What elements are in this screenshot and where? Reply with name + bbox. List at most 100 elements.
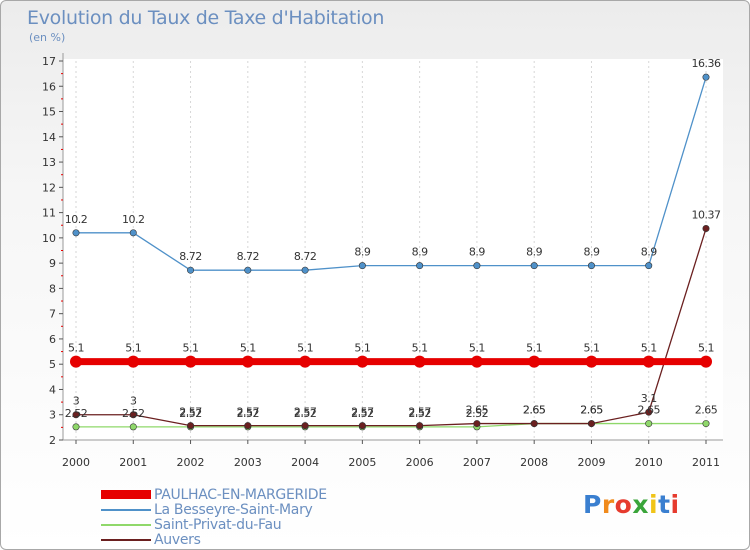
data-point: [301, 422, 309, 430]
data-point: [127, 355, 140, 368]
legend-swatch-auvers: [101, 539, 151, 541]
data-point: [413, 355, 426, 368]
data-label: 8.9: [583, 246, 599, 259]
x-tick-label: 2006: [406, 456, 434, 469]
data-label: 5.1: [297, 342, 313, 355]
data-label: 5.1: [412, 342, 428, 355]
data-point: [530, 420, 538, 428]
data-label: 8.9: [526, 246, 542, 259]
data-label: 8.9: [469, 246, 485, 259]
data-point: [642, 355, 655, 368]
y-tick-label: 5: [49, 358, 56, 371]
data-label: 2.65: [580, 404, 603, 417]
y-tick-label: 15: [42, 106, 56, 119]
data-label: 2.57: [408, 406, 431, 419]
data-label: 2.57: [294, 406, 317, 419]
data-label: 5.1: [354, 342, 370, 355]
logo-letter: i: [649, 490, 659, 519]
data-point: [356, 355, 369, 368]
y-tick-label: 8: [49, 282, 56, 295]
data-label: 10.37: [692, 209, 721, 222]
logo-letter: i: [670, 490, 680, 519]
data-point: [187, 422, 195, 430]
legend-swatch-la-besseyre: [101, 509, 151, 511]
data-point: [702, 225, 710, 233]
data-label: 2.65: [523, 404, 546, 417]
data-label: 5.1: [240, 342, 256, 355]
data-point: [184, 355, 197, 368]
legend-label: Auvers: [154, 532, 201, 548]
legend-label: La Besseyre-Saint-Mary: [154, 502, 313, 518]
x-tick-label: 2011: [692, 456, 720, 469]
data-label: 8.9: [354, 246, 370, 259]
data-label: 2.52: [122, 407, 145, 420]
series-line-saint-privat: [76, 422, 706, 428]
y-tick-label: 11: [42, 207, 56, 220]
data-point: [528, 355, 541, 368]
data-point: [585, 355, 598, 368]
data-point: [129, 411, 137, 419]
data-point: [702, 73, 710, 81]
data-label: 8.9: [412, 246, 428, 259]
data-point: [358, 422, 366, 430]
data-label: 2.57: [237, 406, 260, 419]
data-label: 2.52: [294, 407, 317, 420]
data-label: 10.2: [122, 213, 145, 226]
data-point: [470, 355, 483, 368]
y-tick-label: 14: [42, 131, 56, 144]
data-label: 2.52: [237, 407, 260, 420]
data-point: [645, 420, 653, 428]
logo-letter: x: [632, 490, 649, 519]
data-point: [587, 420, 595, 428]
y-tick-label: 10: [42, 232, 56, 245]
data-label: 16.36: [692, 57, 721, 70]
data-label: 5.1: [641, 342, 657, 355]
data-point: [244, 422, 252, 430]
x-tick-label: 2002: [177, 456, 205, 469]
data-label: 2.52: [351, 407, 374, 420]
data-point: [129, 423, 137, 431]
data-label: 2.57: [351, 406, 374, 419]
x-tick-label: 2003: [234, 456, 262, 469]
data-point: [244, 266, 252, 274]
data-point: [700, 355, 712, 368]
logo-letter: P: [583, 490, 602, 519]
data-label: 2.65: [580, 404, 603, 417]
y-tick-label: 17: [42, 55, 56, 68]
data-label: 5.1: [469, 342, 485, 355]
proxiti-logo: Proxiti: [583, 490, 680, 519]
legend-swatch-paulhac: [101, 490, 151, 499]
legend-swatch-saint-privat: [101, 524, 151, 526]
data-point: [299, 355, 312, 368]
y-tick-label: 4: [49, 383, 56, 396]
data-label: 5.1: [698, 342, 714, 355]
data-label: 8.9: [641, 246, 657, 259]
x-tick-label: 2000: [62, 456, 90, 469]
y-tick-label: 13: [42, 156, 56, 169]
data-label: 3.1: [641, 392, 657, 405]
y-tick-label: 12: [42, 181, 56, 194]
logo-letter: r: [601, 490, 615, 519]
series-line-la-besseyre: [76, 76, 707, 271]
data-label: 2.65: [637, 404, 660, 417]
legend-label: Saint-Privat-du-Fau: [154, 517, 282, 533]
data-label: 5.1: [125, 342, 141, 355]
plot-area: [63, 59, 723, 440]
data-point: [645, 262, 653, 270]
data-label: 2.65: [466, 404, 489, 417]
data-label: 2.65: [695, 404, 718, 417]
data-label: 2.52: [179, 407, 202, 420]
chart-title: Evolution du Taux de Taxe d'Habitation: [27, 7, 385, 29]
data-point: [72, 423, 80, 431]
data-point: [530, 262, 538, 270]
y-tick-label: 16: [42, 80, 56, 93]
data-label: 2.65: [523, 404, 546, 417]
x-tick-label: 2009: [577, 456, 605, 469]
data-point: [416, 262, 424, 270]
data-point: [70, 355, 82, 368]
x-tick-label: 2008: [520, 456, 548, 469]
data-label: 8.72: [237, 250, 260, 263]
data-label: 2.52: [408, 407, 431, 420]
